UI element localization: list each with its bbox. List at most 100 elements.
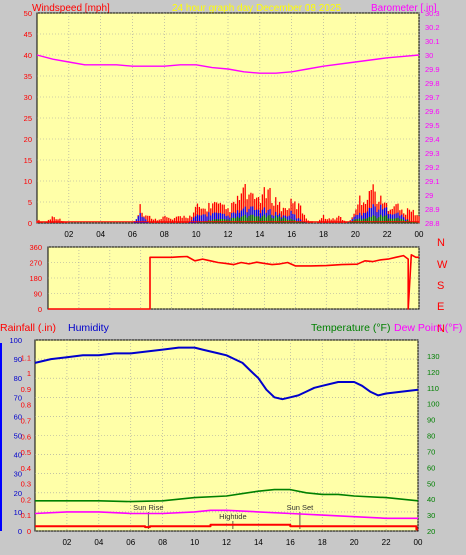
wind-x-tick: 18 <box>319 230 328 239</box>
wind-x-tick: 22 <box>383 230 392 239</box>
compass-label: E <box>437 301 444 313</box>
temperature-y-tick: 20 <box>427 527 435 536</box>
direction-y-tick: 90 <box>34 290 42 299</box>
temperature-y-tick: 130 <box>427 352 440 361</box>
temperature-x-tick: 12 <box>222 538 231 547</box>
barometer-y-tick: 29.7 <box>425 93 440 102</box>
rain-y-tick: 0.3 <box>21 480 31 489</box>
wind-x-tick: 06 <box>128 230 137 239</box>
compass-label: N <box>437 323 445 335</box>
temperature-y-tick: 60 <box>427 463 435 472</box>
wind-x-tick: 08 <box>160 230 169 239</box>
direction-y-ticks: 0 90 180 270 360 <box>29 243 42 314</box>
temperature-x-tick: 16 <box>286 538 295 547</box>
rain-y-tick: 0 <box>27 527 31 536</box>
wind-barometer-panel: Windspeed [mph] 24 hour graph day Decemb… <box>24 3 440 239</box>
wind-x-tick: 16 <box>287 230 296 239</box>
rain-y-tick: 0.4 <box>21 464 31 473</box>
barometer-y-tick: 29 <box>425 191 433 200</box>
barometer-y-tick: 29.2 <box>425 163 440 172</box>
barometer-y-ticks: 28.8 28.9 29 29.1 29.2 29.3 29.4 29.5 29.6 29.7 29… <box>425 9 440 228</box>
compass-label: N <box>437 237 445 249</box>
wind-y-tick: 10 <box>24 177 32 186</box>
wind-y-ticks: 0 5 10 15 20 25 30 35 40 45 50 <box>24 9 32 228</box>
barometer-axis-label: Barometer [.in] <box>371 3 437 14</box>
humidity-y-tick: 30 <box>14 470 22 479</box>
humidity-scale-bar <box>0 343 2 531</box>
wind-x-tick: 04 <box>96 230 105 239</box>
dewpoint-line <box>34 509 418 520</box>
event-label: Hightide <box>219 512 247 521</box>
direction-y-tick: 180 <box>29 274 42 283</box>
wind-x-tick: 14 <box>255 230 264 239</box>
humidity-line <box>34 346 419 401</box>
rain-y-tick: 1 <box>27 369 31 378</box>
temperature-x-tick: 18 <box>318 538 327 547</box>
wind-y-tick: 45 <box>24 30 32 39</box>
wind-y-tick: 50 <box>24 9 32 18</box>
rain-y-tick: 0.6 <box>21 432 31 441</box>
temperature-x-tick: 20 <box>350 538 359 547</box>
temperature-y-tick: 110 <box>427 384 439 393</box>
wind-grid <box>37 12 420 224</box>
humidity-y-tick: 0 <box>18 527 22 536</box>
wind-x-tick: 20 <box>351 230 360 239</box>
temperature-y-tick: 30 <box>427 511 435 520</box>
humidity-axis-label: Humidity <box>68 322 110 334</box>
barometer-y-tick: 29.3 <box>425 149 440 158</box>
direction-y-tick: 360 <box>29 243 42 252</box>
compass-label: W <box>437 259 448 271</box>
wind-x-tick: 12 <box>224 230 233 239</box>
direction-grid <box>48 246 420 310</box>
rain-y-tick: 0.2 <box>21 495 31 504</box>
rainfall-axis-label: Rainfall (.in) <box>0 322 56 334</box>
rain-y-ticks: 0 0.1 0.2 0.3 0.4 0.5 0.6 0.7 0.8 0.9 1 1.1 <box>21 353 31 536</box>
temperature-y-tick: 90 <box>427 416 435 425</box>
humidity-y-tick: 50 <box>14 432 22 441</box>
temperature-x-tick: 22 <box>382 538 391 547</box>
temperature-line <box>35 488 419 503</box>
humidity-y-tick: 40 <box>14 451 22 460</box>
temperature-y-tick: 40 <box>427 495 435 504</box>
wind-y-tick: 0 <box>28 219 32 228</box>
temperature-grid <box>35 339 419 532</box>
temperature-x-tick: 06 <box>126 538 135 547</box>
barometer-y-tick: 28.8 <box>425 219 440 228</box>
wind-x-tick: 02 <box>64 230 73 239</box>
rain-y-tick: 0.7 <box>21 417 31 426</box>
temperature-x-tick: 02 <box>62 538 71 547</box>
barometer-y-tick: 30.1 <box>425 37 440 46</box>
temperature-y-tick: 80 <box>427 432 435 441</box>
chart-title: 24 hour graph day December 08 2025 <box>172 3 341 14</box>
humidity-y-tick: 80 <box>14 374 22 383</box>
wind-y-tick: 25 <box>24 114 32 123</box>
rainfall-line <box>35 523 418 531</box>
temperature-axis-label: Temperature (°F) <box>311 322 390 334</box>
wind-series <box>36 54 420 223</box>
temperature-x-tick: 14 <box>254 538 263 547</box>
wind-y-tick: 40 <box>24 51 32 60</box>
wind-y-tick: 30 <box>24 93 32 102</box>
barometer-y-tick: 29.8 <box>425 79 440 88</box>
humidity-y-ticks: 0 10 20 30 40 50 60 70 80 90 100 <box>9 336 22 536</box>
rain-y-tick: 0.1 <box>21 511 31 520</box>
wind-y-tick: 35 <box>24 72 32 81</box>
wind-direction-line <box>48 254 419 310</box>
humidity-y-tick: 10 <box>14 508 22 517</box>
barometer-y-tick: 28.9 <box>425 205 440 214</box>
temperature-x-tick: 08 <box>158 538 167 547</box>
barometer-y-tick: 30.2 <box>425 23 440 32</box>
rain-y-tick: 0.9 <box>21 385 31 394</box>
wind-y-tick: 20 <box>24 135 32 144</box>
rain-y-tick: 0.8 <box>21 401 31 410</box>
wind-y-tick: 15 <box>24 156 32 165</box>
barometer-y-tick: 30.3 <box>425 9 440 18</box>
temperature-x-tick: 04 <box>94 538 103 547</box>
humidity-y-tick: 60 <box>14 412 22 421</box>
barometer-y-tick: 29.4 <box>425 135 440 144</box>
event-label: Sun Set <box>287 503 315 512</box>
barometer-y-tick: 29.1 <box>425 177 440 186</box>
